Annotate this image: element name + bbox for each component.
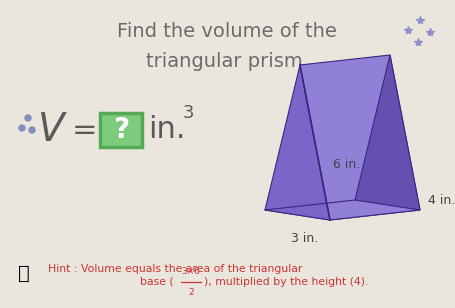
Text: in.: in.	[148, 116, 186, 144]
Text: ?: ?	[113, 116, 129, 144]
Text: 💡: 💡	[18, 264, 30, 283]
Text: 3: 3	[183, 104, 194, 122]
Text: V: V	[38, 111, 65, 149]
Text: base (: base (	[140, 277, 174, 287]
Text: 2: 2	[188, 288, 194, 297]
Text: 6 in.: 6 in.	[333, 159, 360, 172]
Text: ), multiplied by the height (4).: ), multiplied by the height (4).	[204, 277, 369, 287]
Circle shape	[19, 125, 25, 131]
Circle shape	[29, 127, 35, 133]
Text: 3 in.: 3 in.	[291, 232, 318, 245]
Polygon shape	[300, 55, 420, 220]
Text: Hint : Volume equals the area of the triangular: Hint : Volume equals the area of the tri…	[48, 264, 303, 274]
FancyBboxPatch shape	[100, 113, 142, 147]
Text: 4 in.: 4 in.	[428, 193, 455, 206]
Polygon shape	[265, 200, 420, 220]
Text: triangular prism.: triangular prism.	[146, 52, 308, 71]
Polygon shape	[265, 65, 330, 220]
Text: Find the volume of the: Find the volume of the	[117, 22, 337, 41]
Circle shape	[25, 115, 31, 121]
Text: =: =	[72, 116, 98, 144]
Polygon shape	[355, 55, 420, 210]
Text: 3×6: 3×6	[182, 267, 201, 276]
